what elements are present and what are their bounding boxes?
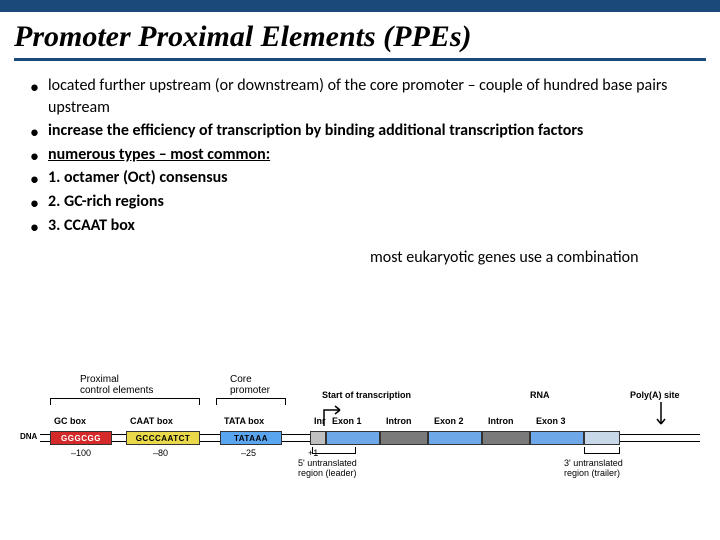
caat-box: GCCCAATCT <box>126 431 200 445</box>
bullet-item: located further upstream (or downstream)… <box>30 75 690 118</box>
diagram-label: Inr <box>314 416 326 426</box>
top-bar <box>0 0 720 12</box>
content-area: located further upstream (or downstream)… <box>0 61 720 236</box>
diagram-label: 5' untranslated region (leader) <box>298 458 357 478</box>
diagram-label: Intron <box>386 416 412 426</box>
utr3 <box>584 431 620 445</box>
combination-note: most eukaryotic genes use a combination <box>370 248 638 267</box>
diagram-label: TATA box <box>224 416 264 426</box>
diagram-label: –100 <box>71 448 91 458</box>
diagram-label: DNA <box>20 432 37 441</box>
diagram-label: Core promoter <box>230 374 270 396</box>
tata-box: TATAAA <box>220 431 282 445</box>
diagram-label: Start of transcription <box>322 390 411 400</box>
exon2 <box>428 431 482 445</box>
exon3 <box>530 431 584 445</box>
bullet-item: 1. octamer (Oct) consensus <box>30 167 690 189</box>
bullet-list: located further upstream (or downstream)… <box>30 75 690 236</box>
diagram-label: GC box <box>54 416 86 426</box>
diagram-label: Exon 1 <box>332 416 362 426</box>
exon1 <box>326 431 380 445</box>
intron2 <box>482 431 530 445</box>
diagram-label: –80 <box>153 448 168 458</box>
diagram-label: Intron <box>488 416 514 426</box>
gc-box: GGGCGG <box>50 431 112 445</box>
intron1 <box>380 431 428 445</box>
diagram-label: RNA <box>530 390 550 400</box>
diagram-label: CAAT box <box>130 416 173 426</box>
bullet-item: 2. GC-rich regions <box>30 191 690 213</box>
diagram-label: Exon 2 <box>434 416 464 426</box>
inr-box <box>310 431 326 445</box>
diagram-label: Poly(A) site <box>630 390 680 400</box>
bullet-item: increase the efficiency of transcription… <box>30 120 690 142</box>
gene-diagram: Proximal control elements Core promoter St… <box>20 368 700 488</box>
bullet-item: 3. CCAAT box <box>30 215 690 237</box>
diagram-label: –25 <box>241 448 256 458</box>
page-title: Promoter Proximal Elements (PPEs) <box>0 12 720 56</box>
diagram-label: Exon 3 <box>536 416 566 426</box>
diagram-label: 3' untranslated region (trailer) <box>564 458 623 478</box>
diagram-label: Proximal control elements <box>80 374 153 396</box>
bullet-item: numerous types – most common: <box>30 144 690 166</box>
